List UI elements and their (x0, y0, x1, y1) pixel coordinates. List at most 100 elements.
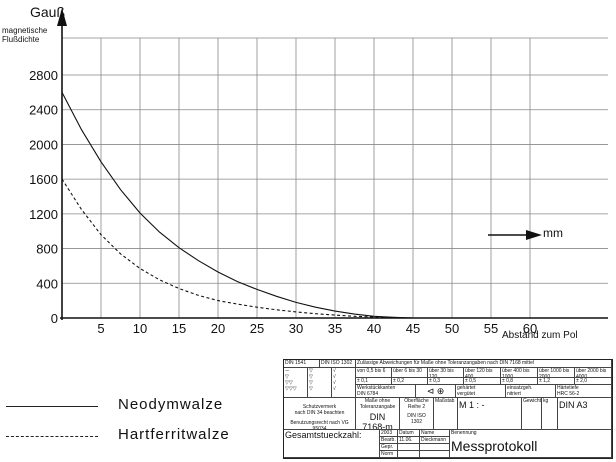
tb-surface-symbols-3: √ √ √ √ (332, 368, 356, 398)
tb-surface-symbols: ∼ ▽ ▽▽ ▽▽▽ (284, 368, 308, 398)
series-line-1 (61, 178, 414, 319)
tb-din7168: DIN 7168-m (362, 412, 393, 430)
tb-schutzvermerk: Schutzvermerk nach DIN 34 beachten Benut… (284, 398, 356, 430)
tb-masse-2: Toleranzangabe (359, 404, 396, 410)
tb-year: 2003 (380, 430, 398, 437)
tb-edge-symbols: ⊲ ⊕ (416, 385, 456, 398)
tb-tol-v-3: ± 0,5 (464, 378, 501, 385)
x-tick-label-2: 15 (172, 321, 186, 336)
tb-verguetet: vergütet (457, 391, 476, 397)
legend-dashed-line (6, 436, 98, 437)
tick-labels: 5 10 15 20 25 30 35 40 45 50 55 60 0 400 800 1200 1600 20… (29, 68, 537, 336)
tb-tol-v-4: ± 0,8 (501, 378, 538, 385)
tb-masse-1: Maße ohne (364, 398, 391, 404)
tb-norm: Norm (380, 451, 398, 458)
tb-gepr: Gepr. (380, 444, 398, 451)
tb-einsatzgeh: einsatzgeh. (507, 385, 533, 391)
tb-hardening-1: gehärtet vergütet (456, 385, 506, 398)
tb-gesamtstueckzahl: Gesamtstueckzahl: (284, 430, 380, 458)
tb-oberfl-2: Reihe 2 (407, 404, 426, 410)
legend-label-neodym: Neodymwalze (118, 396, 224, 413)
tb-nitriert: nitriert (507, 391, 521, 397)
tb-gepr-date (398, 444, 420, 451)
x-unit-arrow-head (526, 230, 542, 240)
tb-massstab-label: Maßstab (434, 398, 458, 430)
x-tick-label-4: 25 (250, 321, 264, 336)
tb-schutz-2: nach DIN 34 beachten (294, 410, 345, 416)
tb-gewicht: Gewicht (522, 398, 542, 430)
legend-label-hartferrit: Hartferritwalze (118, 426, 230, 443)
tb-tol-h-2: über 30 bis 120 (428, 368, 464, 378)
tb-tol-h-0: von 0,5 bis 6 (356, 368, 392, 378)
tb-norm-date (398, 451, 420, 458)
tb-tol-v-6: ± 2,0 (575, 378, 612, 385)
y-tick-label-3: 1200 (29, 207, 58, 222)
tb-hrc: HRC 56-2 (557, 391, 580, 397)
tb-tol-h-4: über 400 bis 1000 (501, 368, 538, 378)
tb-oberflaeche: Oberfläche Reihe 2 DIN ISO 1302 (400, 398, 434, 430)
tb-oberfl-din: DIN ISO 1302 (407, 413, 426, 425)
tb-oberfl-1: Oberfläche (404, 398, 429, 404)
tb-tol-h-5: über 1000 bis 2000 (538, 368, 575, 378)
legend-solid-line (6, 406, 98, 407)
tb-schutz-1: Schutzvermerk (302, 404, 337, 410)
tb-hardening-3: Härtetiefe HRC 56-2 (556, 385, 612, 398)
series-line-0 (61, 92, 414, 319)
x-tick-label-11: 60 (523, 321, 537, 336)
tb-gehaertet: gehärtet (457, 385, 476, 391)
x-tick-label-3: 20 (211, 321, 225, 336)
tb-werkstueckkanten: Werkstückkanten DIN 6784 (356, 385, 416, 398)
y-axis-subtitle: magnetische Flußdichte (2, 26, 47, 44)
tb-tol-v-0: ± 0,1 (356, 378, 392, 385)
tb-name: Name (420, 430, 450, 437)
y-tick-label-1: 400 (36, 276, 58, 291)
tb-benennung-label: Benennung (451, 430, 477, 436)
x-axis-title: Abstand zum Pol (502, 330, 578, 341)
tb-bearb-name: Dieckmann (420, 437, 450, 444)
x-tick-label-9: 50 (445, 321, 459, 336)
x-tick-label-0: 5 (97, 321, 104, 336)
y-tick-label-2: 800 (36, 242, 58, 257)
y-tick-label-4: 1600 (29, 172, 58, 187)
x-axis-unit: mm (543, 226, 563, 240)
axes (57, 8, 608, 320)
x-tick-label-1: 10 (133, 321, 147, 336)
title-block: DIN 1541 DIN ISO 1302 Zulässige Abweichu… (283, 359, 613, 459)
tb-tol-h-3: über 120 bis 400 (464, 368, 501, 378)
series-lines (61, 92, 414, 319)
tb-norm-name (420, 451, 450, 458)
grid-lines (62, 37, 608, 318)
tb-haertetiefe: Härtetiefe (557, 385, 579, 391)
tb-tol-h-1: über 6 bis 30 (392, 368, 428, 378)
tb-gepr-name (420, 444, 450, 451)
x-tick-label-5: 30 (289, 321, 303, 336)
tb-tol-v-1: ± 0,2 (392, 378, 428, 385)
tb-scale: M 1 : - (458, 398, 522, 430)
tb-tol-v-2: ± 0,3 (428, 378, 464, 385)
tb-din-iso-1302: DIN ISO 1302 (320, 360, 356, 368)
y-tick-label-7: 2800 (29, 68, 58, 83)
tb-werkst-2: DIN 6784 (357, 391, 379, 397)
x-tick-label-10: 55 (484, 321, 498, 336)
tb-kg: kg (542, 398, 558, 430)
y-tick-label-6: 2400 (29, 103, 58, 118)
y-axis-subtitle-line-1: magnetische (2, 26, 48, 35)
tb-masse: Maße ohne Toleranzangabe DIN 7168-m (356, 398, 400, 430)
tb-benutzung: Benutzungsrecht nach VG 95034 (290, 420, 349, 430)
x-tick-label-7: 40 (367, 321, 381, 336)
tb-tolerance-heading: Zulässige Abweichungen für Maße ohne Tol… (356, 360, 612, 368)
y-axis-arrow (57, 8, 67, 26)
tb-format: DIN A3 (558, 398, 612, 430)
y-tick-label-0: 0 (51, 311, 58, 326)
tb-bearb-label: Bearb. (380, 437, 398, 444)
tb-bearb-date: 11.06. (398, 437, 420, 444)
tb-tol-v-5: ± 1,2 (538, 378, 575, 385)
tb-benennung-value: Messprotokoll (451, 438, 538, 454)
tb-hardening-2: einsatzgeh. nitriert (506, 385, 556, 398)
chart: 5 10 15 20 25 30 35 40 45 50 55 60 0 400 800 1200 1600 20… (29, 8, 608, 336)
tb-surface-symbols-2: ▽ ▽ ▽ ▽ (308, 368, 332, 398)
tb-werkst-1: Werkstückkanten (357, 385, 396, 391)
y-tick-label-5: 2000 (29, 137, 58, 152)
legend: Neodymwalze Hartferritwalze (0, 392, 280, 452)
tb-datum: Datum (398, 430, 420, 437)
